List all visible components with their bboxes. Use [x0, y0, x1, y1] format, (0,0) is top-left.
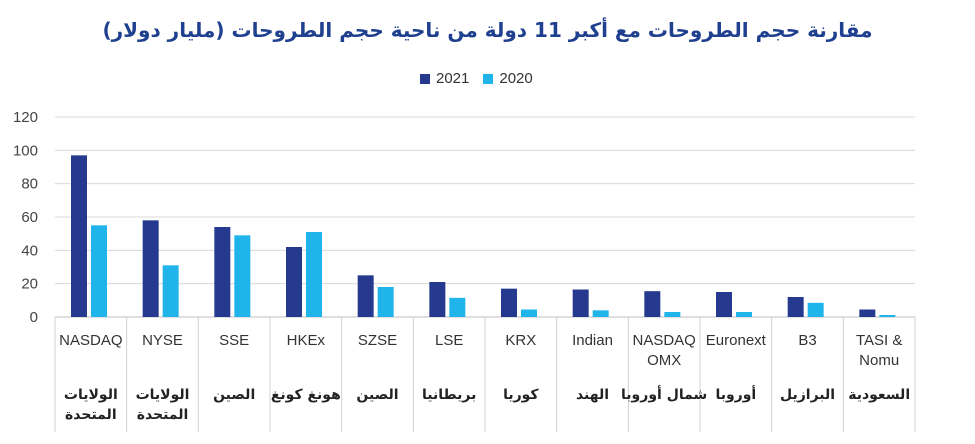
bar-2020-0: [91, 225, 107, 317]
x-tick-label-country: الولايات: [136, 387, 190, 403]
y-tick-label: 0: [30, 309, 38, 326]
x-tick-label-country: هونغ كونغ: [271, 387, 341, 403]
x-tick-label-exchange: SSE: [219, 332, 249, 349]
legend: 2021 2020: [420, 70, 547, 87]
x-tick-label-exchange: Euronext: [706, 332, 767, 349]
bar-2020-6: [521, 309, 537, 317]
x-tick-label-exchange: Indian: [572, 332, 613, 349]
bar-2020-2: [234, 235, 251, 317]
bar-2021-4: [357, 275, 374, 317]
x-tick-label-exchange: SZSE: [358, 332, 397, 349]
bar-2021-7: [572, 289, 589, 317]
x-tick-label-exchange: NASDAQ: [59, 332, 122, 349]
x-tick-label-country: المتحدة: [137, 407, 189, 423]
bar-2021-9: [716, 292, 732, 317]
x-tick-label-exchange: KRX: [505, 332, 536, 349]
bar-2020-4: [377, 287, 394, 317]
y-tick-label: 100: [13, 142, 38, 159]
bar-2020-11: [879, 315, 896, 317]
x-tick-label-country: الولايات: [64, 387, 118, 403]
x-tick-label-exchange: OMX: [647, 352, 681, 369]
chart-title: مقارنة حجم الطروحات مع أكبر 11 دولة من ن…: [102, 18, 873, 42]
bar-2021-0: [71, 155, 87, 317]
bar-2020-1: [162, 265, 179, 317]
bar-2021-5: [429, 282, 446, 317]
x-tick-label-exchange: HKEx: [287, 332, 326, 349]
bar-2021-1: [142, 220, 159, 317]
y-tick-label: 20: [21, 276, 38, 293]
x-tick-label-country: الهند: [576, 387, 609, 403]
y-tick-label: 120: [13, 109, 38, 126]
bar-2020-5: [449, 297, 466, 317]
x-tick-label-country: البرازيل: [780, 387, 835, 403]
x-tick-label-exchange: Nomu: [859, 352, 899, 369]
x-tick-label-exchange: NYSE: [142, 332, 183, 349]
x-tick-label-country: الصين: [213, 387, 255, 403]
x-tick-label-country: أوروبا: [715, 385, 756, 403]
bar-2020-8: [664, 312, 681, 317]
x-tick-label-country: المتحدة: [65, 407, 117, 423]
x-tick-label-country: كوريا: [503, 387, 539, 403]
y-tick-label: 80: [21, 176, 38, 193]
legend-label-2021: 2021: [436, 70, 470, 87]
bar-2020-3: [306, 232, 322, 317]
bar-2021-2: [214, 227, 231, 317]
x-tick-label-exchange: LSE: [435, 332, 463, 349]
legend-swatch-2021: [420, 73, 430, 84]
bar-2021-10: [787, 297, 804, 317]
bar-2021-8: [644, 291, 661, 317]
bar-2020-10: [807, 302, 824, 317]
x-tick-label-country: الصين: [356, 387, 398, 403]
x-tick-label-exchange: NASDAQ: [632, 332, 695, 349]
x-tick-label-exchange: TASI &: [856, 332, 902, 349]
y-tick-label: 60: [21, 209, 38, 226]
bar-2020-9: [736, 312, 752, 317]
bar-2020-7: [592, 310, 609, 317]
bar-2021-3: [286, 247, 302, 317]
x-tick-label-country: السعودية: [848, 387, 910, 403]
y-tick-label: 40: [21, 242, 38, 259]
x-tick-label-exchange: B3: [798, 332, 816, 349]
bar-2021-11: [859, 309, 876, 317]
legend-label-2020: 2020: [499, 70, 533, 87]
legend-item-2021: 2021: [420, 70, 469, 87]
x-tick-label-country: بريطانيا: [422, 387, 476, 403]
bar-2021-6: [501, 288, 517, 317]
legend-item-2020: 2020: [483, 70, 533, 87]
x-tick-label-country: شمال أوروبا: [621, 385, 707, 403]
legend-swatch-2020: [483, 73, 494, 84]
